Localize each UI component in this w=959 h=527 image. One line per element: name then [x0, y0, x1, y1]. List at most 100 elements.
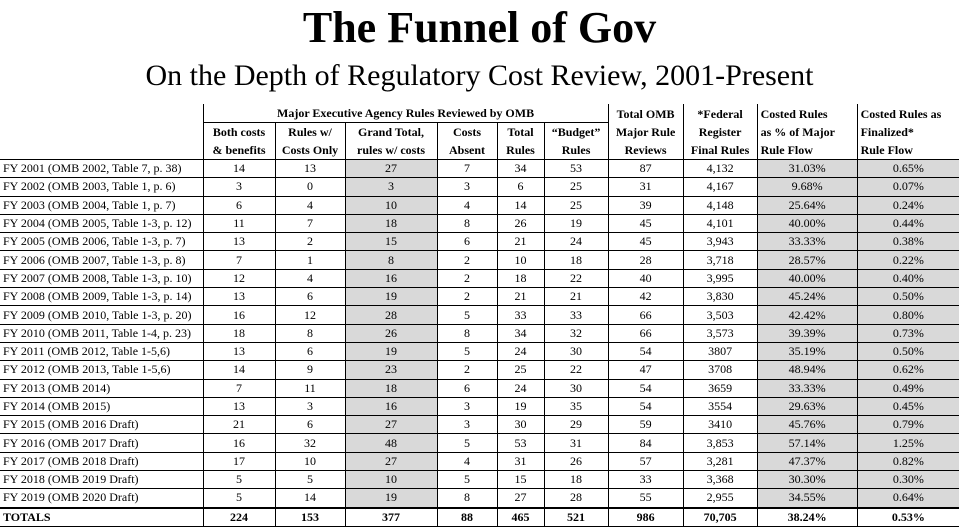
row-label: FY 2003 (OMB 2004, Table 1, p. 7): [0, 195, 203, 215]
row-label: FY 2007 (OMB 2008, Table 1-3, p. 10): [0, 268, 203, 288]
cell: 38.24%: [756, 506, 858, 527]
cell: 33: [496, 305, 544, 325]
cell: 42.42%: [756, 305, 858, 325]
cell: 2,955: [682, 488, 758, 508]
header-line: Reviews: [624, 143, 667, 157]
group-header: Major Executive Agency Rules Reviewed by…: [202, 104, 609, 123]
cell: 2: [436, 360, 497, 380]
cell: 3,368: [682, 470, 758, 489]
cell: 7: [202, 378, 275, 398]
data-row: FY 2008 (OMB 2009, Table 1-3, p. 14) 13 6 1…: [0, 287, 959, 306]
header-line: “Budget”: [551, 125, 601, 139]
cell: 22: [543, 268, 609, 288]
cell: 5: [436, 305, 497, 325]
cell: 45.76%: [756, 415, 858, 434]
cell: 13: [202, 396, 275, 416]
cell: 27: [344, 158, 437, 178]
cell: 16: [344, 396, 437, 416]
data-row: FY 2014 (OMB 2015) 13 3 16 3 19 35 54 3554 29.63%…: [0, 396, 959, 416]
totals-row: TOTALS 224 153 377 88 465 521 986 70,705 38.24% 0.…: [0, 506, 959, 527]
cell: 9.68%: [756, 177, 858, 197]
cell: 27: [496, 488, 544, 508]
row-label: FY 2008 (OMB 2009, Table 1-3, p. 14): [0, 287, 203, 306]
cell: 3,853: [682, 433, 758, 453]
cell: 10: [274, 451, 345, 471]
cell: 21: [202, 415, 275, 434]
cell: 3: [344, 177, 437, 197]
cell: 40: [607, 268, 684, 288]
cell: 4,148: [682, 195, 758, 215]
cell: 4,101: [682, 213, 758, 233]
cell: 0.22%: [856, 250, 959, 270]
cell: 21: [496, 232, 544, 251]
cell: 521: [543, 506, 609, 527]
cell: 8: [436, 323, 497, 343]
cell: 8: [436, 488, 497, 508]
cell: 66: [607, 323, 684, 343]
cell: 24: [543, 232, 609, 251]
cell: 24: [496, 341, 544, 361]
cell: 224: [202, 506, 275, 527]
cell: 8: [436, 213, 497, 233]
cell: 10: [344, 470, 437, 489]
cell: 22: [543, 360, 609, 380]
data-row: FY 2004 (OMB 2005, Table 1-3, p. 12) 11 7 1…: [0, 213, 959, 233]
column-header: Rules w/Costs Only: [274, 122, 345, 160]
header-line: as % of Major: [760, 125, 835, 139]
cell: 26: [344, 323, 437, 343]
cell: 57.14%: [756, 433, 858, 453]
cell: 19: [344, 488, 437, 508]
row-label: FY 2011 (OMB 2012, Table 1-5,6): [0, 341, 203, 361]
cell: 0.30%: [856, 470, 959, 489]
cell: 3,503: [682, 305, 758, 325]
header-line: Rule Flow: [760, 143, 813, 157]
cell: 4: [274, 268, 345, 288]
header-line: *Federal: [697, 107, 743, 121]
cell: 32: [274, 433, 345, 453]
cell: 48: [344, 433, 437, 453]
data-row: FY 2001 (OMB 2002, Table 7, p. 38) 14 13 27…: [0, 158, 959, 178]
row-label: FY 2016 (OMB 2017 Draft): [0, 433, 203, 453]
row-label: FY 2001 (OMB 2002, Table 7, p. 38): [0, 158, 203, 178]
header-line: Total: [507, 125, 534, 139]
cell: 0.45%: [856, 396, 959, 416]
cell: 25: [543, 195, 609, 215]
column-header: “Budget” Rules: [543, 122, 609, 160]
cell: 34: [496, 323, 544, 343]
row-label: TOTALS: [0, 506, 203, 527]
cell: 0.65%: [856, 158, 959, 178]
cell: 84: [607, 433, 684, 453]
cell: 2: [436, 250, 497, 270]
cell: 70,705: [682, 506, 758, 527]
cell: 0.24%: [856, 195, 959, 215]
cell: 21: [496, 287, 544, 306]
cell: 35.19%: [756, 341, 858, 361]
cell: 0.50%: [856, 287, 959, 306]
cell: 31: [496, 451, 544, 471]
cell: 5: [436, 341, 497, 361]
cell: 4: [274, 195, 345, 215]
cell: 18: [543, 250, 609, 270]
cell: 18: [344, 213, 437, 233]
cell: 16: [202, 433, 275, 453]
column-header: Total OMB Major Rule Reviews: [607, 104, 684, 160]
cell: 19: [344, 341, 437, 361]
header-line: Grand Total,: [357, 125, 425, 139]
cell: 3,573: [682, 323, 758, 343]
cell: 6: [274, 415, 345, 434]
cell: 3659: [682, 378, 758, 398]
data-row: FY 2010 (OMB 2011, Table 1-4, p. 23) 18 8 2…: [0, 323, 959, 343]
cell: 30: [543, 378, 609, 398]
cell: 27: [344, 451, 437, 471]
cell: 0.79%: [856, 415, 959, 434]
header-blank: [0, 123, 203, 160]
row-label: FY 2002 (OMB 2003, Table 1, p. 6): [0, 177, 203, 197]
cell: 4,167: [682, 177, 758, 197]
cell: 19: [543, 213, 609, 233]
cell: 13: [202, 232, 275, 251]
header-line: Total OMB: [616, 107, 675, 121]
cell: 1.25%: [856, 433, 959, 453]
cell: 26: [543, 451, 609, 471]
cell: 29.63%: [756, 396, 858, 416]
